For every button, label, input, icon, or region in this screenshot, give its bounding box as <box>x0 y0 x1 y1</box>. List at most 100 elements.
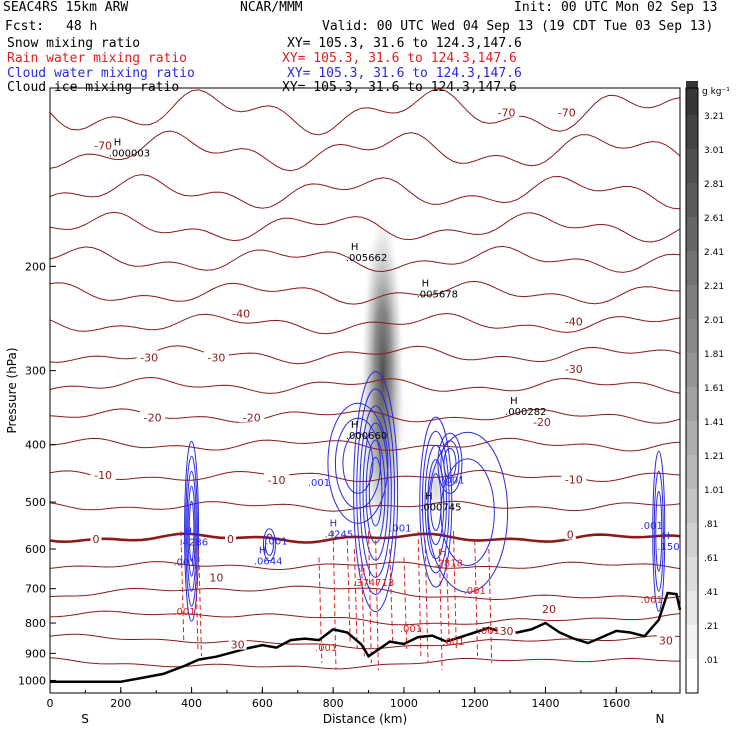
colorbar-label: 2.41 <box>704 248 724 258</box>
colorbar-label: .81 <box>704 520 718 530</box>
x-tick-label: 1600 <box>602 697 630 710</box>
temperature-label: 30 <box>231 639 245 652</box>
temperature-label: 20 <box>542 603 556 616</box>
max-marker: H <box>351 242 359 253</box>
colorbar-label: 1.61 <box>704 384 724 394</box>
temperature-label: -70 <box>94 139 112 152</box>
colorbar-cell <box>686 421 698 455</box>
colorbar-label: 2.81 <box>704 180 724 190</box>
forecast-value: 48 h <box>66 19 98 34</box>
rain-contour <box>332 531 337 670</box>
rain-contour <box>424 540 429 664</box>
temperature-label-bg <box>239 410 265 423</box>
max-value: .005662 <box>346 253 387 264</box>
cloud-water-contour <box>424 444 447 560</box>
axes: 0 200 400 600 800 1000 1200 1400 160020030040050… <box>5 87 681 726</box>
field-rain-xy: XY= 105.3, 31.6 to 124.3,147.6 <box>282 51 517 66</box>
rain-contour <box>417 531 422 657</box>
cloud-water-contour <box>421 430 450 574</box>
colorbar-cell <box>686 455 698 489</box>
max-value: .150 <box>657 542 679 553</box>
max-marker: H <box>114 138 122 149</box>
contour-value-label: .001 <box>315 643 337 654</box>
colorbar-cell <box>686 115 698 149</box>
colorbar-label: 3.21 <box>704 112 724 122</box>
colorbar: .01 .21 .41 .61 .81 1.01 1.21 1.41 1.61 1.81 2.01 2… <box>685 81 730 694</box>
cloud-water-contour <box>264 533 274 556</box>
rain-water-contours <box>180 531 493 670</box>
y-tick-label: 500 <box>25 496 46 509</box>
temperature-label: 30 <box>659 634 673 647</box>
isotherm-line <box>49 500 681 512</box>
temperature-label-bg <box>540 601 559 614</box>
max-value: .000003 <box>109 149 150 160</box>
colorbar-label: 1.21 <box>704 452 724 462</box>
x-tick-label: 800 <box>323 697 344 710</box>
max-value: .4286 <box>179 538 208 549</box>
rain-contour <box>194 540 199 650</box>
terrain-line <box>50 591 682 683</box>
temperature-label-bg <box>90 138 116 151</box>
rain-contour <box>403 557 408 650</box>
colorbar-cell <box>686 149 698 183</box>
temperature-label-bg <box>656 633 675 646</box>
temperature-label: -70 <box>498 107 516 120</box>
temperature-label: 10 <box>209 571 223 584</box>
temperature-label: -70 <box>558 107 576 120</box>
temperature-label-bg <box>561 314 587 327</box>
colorbar-cell <box>686 251 698 285</box>
isotherm-line <box>49 280 681 305</box>
temperature-label-bg <box>529 414 555 427</box>
temperature-label-bg <box>225 531 237 544</box>
cloud-water-contour <box>188 500 195 562</box>
temperature-label-bg <box>228 306 254 319</box>
colorbar-label: 2.01 <box>704 316 724 326</box>
max-marker: H <box>439 548 447 559</box>
temperature-label-bg <box>207 570 226 583</box>
colorbar-label: 3.01 <box>704 146 724 156</box>
isotherm-line <box>49 585 681 601</box>
contour-value-label: .001 <box>641 521 663 532</box>
max-value: .000660 <box>346 431 387 442</box>
colorbar-cell <box>686 285 698 319</box>
x-tick-label: 0 <box>47 697 54 710</box>
cloud-water-contour <box>443 447 457 479</box>
colorbar-label: .61 <box>704 554 718 564</box>
temperature-label: -30 <box>207 351 225 364</box>
cloud-water-contour <box>368 456 383 527</box>
temperature-label-bg <box>264 473 290 486</box>
temperature-label-bg <box>494 105 520 118</box>
rain-contour <box>360 557 365 657</box>
max-value: .0644 <box>254 557 283 568</box>
temperature-label: -10 <box>94 469 112 482</box>
colorbar-cell <box>686 591 698 625</box>
x-tick-label: 1200 <box>461 697 489 710</box>
temperature-label: -20 <box>533 416 551 429</box>
field-rain-name: Rain water mixing ratio <box>7 51 188 66</box>
y-axis-label: Pressure (hPa) <box>5 347 19 433</box>
rain-contour <box>198 548 202 657</box>
max-value: .000745 <box>420 503 461 514</box>
colorbar-cell <box>686 557 698 591</box>
y-tick-label: 900 <box>25 647 46 660</box>
max-value: .4245 <box>325 530 354 541</box>
rain-contour <box>445 557 450 642</box>
colorbar-cell <box>686 523 698 557</box>
max-marker: H <box>510 396 518 407</box>
max-value: .000282 <box>505 407 546 418</box>
contour-value-label: .001 <box>442 475 464 486</box>
temperature-label-bg <box>140 410 166 423</box>
temperature-label-bg <box>564 527 576 540</box>
terrain-profile <box>50 591 682 683</box>
rain-contour <box>452 531 457 650</box>
contour-value-label: .001 <box>478 626 500 637</box>
y-tick-label: 800 <box>25 617 46 630</box>
colorbar-cell <box>686 353 698 387</box>
cloud-water-contour <box>327 402 389 524</box>
contour-labels: -70 -70 -70 -40 -40 -30 -30 -30 -20 -20 -20 -10 -10 -… <box>90 105 680 654</box>
cloud-water-contour <box>655 490 663 572</box>
temperature-label-bg <box>203 350 229 363</box>
model-name: SEAC4RS 15km ARW <box>3 0 129 15</box>
colorbar-label: 2.21 <box>704 282 724 292</box>
forecast-label: Fcst: <box>5 19 45 34</box>
